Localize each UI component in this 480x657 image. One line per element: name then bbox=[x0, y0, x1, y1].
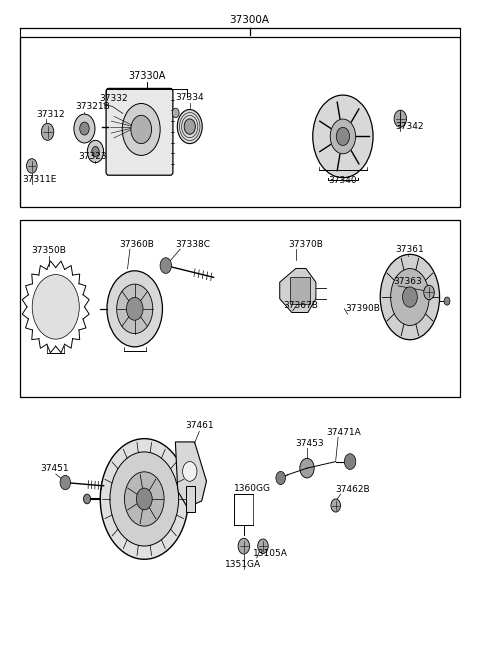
Circle shape bbox=[122, 104, 160, 156]
Circle shape bbox=[394, 110, 407, 127]
Circle shape bbox=[87, 141, 104, 163]
Text: 37462B: 37462B bbox=[336, 485, 371, 493]
Text: 37342: 37342 bbox=[396, 122, 424, 131]
Circle shape bbox=[131, 115, 152, 144]
Circle shape bbox=[330, 119, 356, 154]
Text: 37350B: 37350B bbox=[31, 246, 66, 255]
Circle shape bbox=[331, 499, 340, 512]
Circle shape bbox=[177, 110, 202, 144]
Text: 37330A: 37330A bbox=[128, 71, 165, 81]
Text: 37361: 37361 bbox=[396, 246, 424, 254]
Text: 37321B: 37321B bbox=[75, 102, 109, 111]
Text: 1360GG: 1360GG bbox=[234, 484, 271, 493]
Circle shape bbox=[100, 439, 188, 559]
Text: 37311E: 37311E bbox=[22, 175, 57, 184]
Circle shape bbox=[26, 159, 37, 173]
Circle shape bbox=[182, 462, 197, 482]
Polygon shape bbox=[280, 269, 316, 313]
Text: 37338C: 37338C bbox=[175, 240, 210, 248]
Text: 37300A: 37300A bbox=[229, 15, 270, 25]
Circle shape bbox=[336, 127, 349, 145]
Circle shape bbox=[313, 95, 373, 177]
Bar bbox=[20, 37, 460, 207]
Text: 1351GA: 1351GA bbox=[225, 560, 261, 569]
Text: 37370B: 37370B bbox=[288, 240, 323, 248]
Circle shape bbox=[136, 488, 152, 510]
Circle shape bbox=[107, 271, 162, 347]
Circle shape bbox=[80, 122, 89, 135]
Circle shape bbox=[344, 454, 356, 470]
Circle shape bbox=[258, 539, 268, 553]
FancyBboxPatch shape bbox=[186, 486, 195, 512]
FancyBboxPatch shape bbox=[290, 277, 310, 304]
Circle shape bbox=[238, 538, 250, 554]
Circle shape bbox=[276, 472, 286, 484]
Text: 37453: 37453 bbox=[295, 439, 324, 448]
Circle shape bbox=[117, 284, 153, 334]
Text: 37334: 37334 bbox=[175, 93, 204, 102]
Circle shape bbox=[160, 258, 171, 273]
Circle shape bbox=[60, 476, 71, 489]
FancyBboxPatch shape bbox=[106, 89, 173, 175]
Circle shape bbox=[184, 119, 195, 134]
Text: 37363: 37363 bbox=[393, 277, 422, 286]
Text: 37360B: 37360B bbox=[120, 240, 154, 248]
Circle shape bbox=[424, 285, 434, 300]
Circle shape bbox=[74, 114, 95, 143]
Text: 37312: 37312 bbox=[36, 110, 65, 119]
Circle shape bbox=[124, 472, 164, 526]
Text: 37461: 37461 bbox=[185, 421, 214, 430]
Circle shape bbox=[110, 452, 179, 546]
Text: 37471A: 37471A bbox=[326, 428, 361, 437]
Text: 13105A: 13105A bbox=[253, 549, 288, 558]
Circle shape bbox=[126, 298, 143, 320]
Text: 37332: 37332 bbox=[99, 94, 127, 103]
Text: 37390B: 37390B bbox=[345, 304, 380, 313]
Circle shape bbox=[32, 275, 79, 339]
Text: 37367B: 37367B bbox=[283, 301, 318, 310]
Circle shape bbox=[172, 108, 179, 118]
Text: 37451: 37451 bbox=[40, 464, 69, 473]
Circle shape bbox=[41, 124, 54, 141]
Circle shape bbox=[92, 147, 99, 156]
Ellipse shape bbox=[380, 254, 440, 340]
Text: 37340: 37340 bbox=[329, 175, 357, 185]
Circle shape bbox=[444, 297, 450, 305]
Bar bbox=[20, 220, 460, 397]
Circle shape bbox=[84, 494, 91, 504]
Circle shape bbox=[300, 459, 314, 478]
Text: 37323: 37323 bbox=[79, 152, 108, 161]
Circle shape bbox=[403, 287, 417, 307]
Ellipse shape bbox=[391, 269, 429, 325]
Polygon shape bbox=[175, 442, 206, 507]
